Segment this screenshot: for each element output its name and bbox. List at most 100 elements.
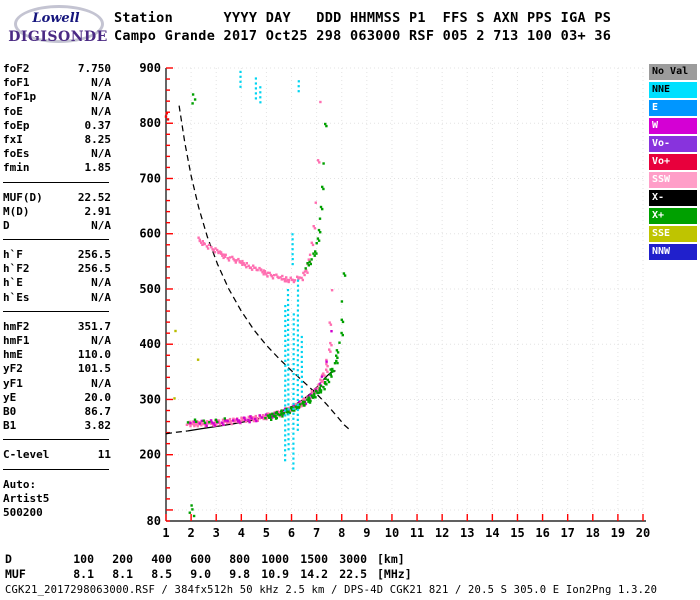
param-value: N/A xyxy=(91,76,111,90)
legend-item-x-: X- xyxy=(649,190,697,206)
table-cell: 800 xyxy=(229,552,250,566)
param-label: fmin xyxy=(3,161,30,175)
param-row: B1 3.82 xyxy=(3,419,111,433)
param-label: foEp xyxy=(3,118,30,132)
param-value: N/A xyxy=(91,104,111,118)
legend-item-sse: SSE xyxy=(649,226,697,242)
param-row: h`F2 256.5 xyxy=(3,262,111,276)
panel-separator xyxy=(3,181,109,183)
svg-text:18: 18 xyxy=(586,526,600,540)
table-cell: 3000 xyxy=(339,552,367,566)
param-label: C-level xyxy=(3,448,50,462)
param-value: 86.7 xyxy=(84,404,112,418)
svg-text:8: 8 xyxy=(338,526,345,540)
param-row: foE N/A xyxy=(3,105,111,119)
param-row: foF1 N/A xyxy=(3,76,111,90)
param-row: hmF2 351.7 xyxy=(3,320,111,334)
legend-item-e: E xyxy=(649,100,697,116)
logo-lowell-text: Lowell xyxy=(32,11,80,26)
header-values-line: Campo Grande 2017 Oct25 298 063000 RSF 0… xyxy=(114,28,612,44)
svg-text:1: 1 xyxy=(162,526,169,540)
logo-digisonde-text: DIGISONDE xyxy=(8,29,108,45)
svg-text:10: 10 xyxy=(385,526,399,540)
param-row: MUF(D) 22.52 xyxy=(3,191,111,205)
parameter-panel: foF2 7.750 foF1 N/A foF1p N/A foE N/A foEp 0.37 fx… xyxy=(3,62,111,520)
param-row: C-level 11 xyxy=(3,448,111,462)
panel-separator xyxy=(3,439,109,441)
param-row: foF2 7.750 xyxy=(3,62,111,76)
table-cell: 9.0 xyxy=(190,566,211,581)
param-row: hmF1 N/A xyxy=(3,334,111,348)
param-value: N/A xyxy=(91,276,111,290)
svg-text:700: 700 xyxy=(139,171,161,185)
legend: No Val NNE E W Vo- Vo+ SSW X- X+ SSE NNW xyxy=(649,64,697,262)
svg-text:12: 12 xyxy=(435,526,449,540)
row-label: D xyxy=(5,552,12,566)
table-cell: 8.1 xyxy=(112,566,133,581)
row-unit: [km] xyxy=(377,552,405,566)
param-row: foF1p N/A xyxy=(3,90,111,104)
table-cell: 9.8 xyxy=(229,566,250,581)
svg-text:19: 19 xyxy=(611,526,625,540)
param-value: N/A xyxy=(91,90,111,104)
svg-text:14: 14 xyxy=(485,526,499,540)
param-value: 11 xyxy=(97,448,111,462)
panel-separator xyxy=(3,468,109,470)
param-label: Auto: xyxy=(3,477,37,491)
param-row: foEs N/A xyxy=(3,147,111,161)
table-cell: 100 xyxy=(73,552,94,566)
param-value: 110.0 xyxy=(77,348,111,362)
param-row: fxI 8.25 xyxy=(3,133,111,147)
param-value: 0.37 xyxy=(84,118,112,132)
param-row: hmE 110.0 xyxy=(3,348,111,362)
param-label: yF1 xyxy=(3,376,23,390)
param-row: h`F 256.5 xyxy=(3,248,111,262)
param-value: 3.82 xyxy=(84,419,112,433)
station-header: Station YYYY DAY DDD HHMMSS P1 FFS S AXN… xyxy=(114,9,611,45)
param-value: 351.7 xyxy=(77,319,111,333)
param-label: h`Es xyxy=(3,290,30,304)
param-value: N/A xyxy=(91,147,111,161)
table-cell: 400 xyxy=(151,552,172,566)
param-label: Artist5 xyxy=(3,491,50,505)
table-cell: 10.9 xyxy=(261,566,289,581)
svg-text:4: 4 xyxy=(238,526,245,540)
svg-text:17: 17 xyxy=(560,526,574,540)
row-label: MUF xyxy=(5,566,26,581)
distance-row: D 100 200 400 600 800 1000 1500 3000 [km] xyxy=(5,552,412,567)
svg-text:15: 15 xyxy=(510,526,524,540)
param-row: M(D) 2.91 xyxy=(3,205,111,219)
param-label: D xyxy=(3,218,10,232)
svg-text:2: 2 xyxy=(187,526,194,540)
svg-text:200: 200 xyxy=(139,448,161,462)
svg-text:800: 800 xyxy=(139,116,161,130)
lowell-digisonde-logo: Lowell DIGISONDE xyxy=(4,2,112,56)
param-label: hmE xyxy=(3,348,23,362)
table-cell: 14.2 xyxy=(300,566,328,581)
panel-separator xyxy=(3,310,109,312)
param-value: 2.91 xyxy=(84,204,112,218)
legend-item-nnw: NNW xyxy=(649,244,697,260)
table-cell: 8.1 xyxy=(73,566,94,581)
param-label: yE xyxy=(3,390,17,404)
legend-item-no-val: No Val xyxy=(649,64,697,80)
svg-text:300: 300 xyxy=(139,392,161,406)
svg-text:20: 20 xyxy=(636,526,650,540)
param-value: 1.85 xyxy=(84,161,112,175)
table-cell: 22.5 xyxy=(339,566,367,581)
param-label: h`F xyxy=(3,248,23,262)
param-label: foF1 xyxy=(3,76,30,90)
param-row: foEp 0.37 xyxy=(3,119,111,133)
param-row: Auto: xyxy=(3,478,111,492)
param-row: D N/A xyxy=(3,219,111,233)
param-row: 500200 xyxy=(3,506,111,520)
param-label: foF1p xyxy=(3,90,37,104)
param-label: MUF(D) xyxy=(3,190,43,204)
svg-text:900: 900 xyxy=(139,61,161,75)
param-label: yF2 xyxy=(3,362,23,376)
param-row: yE 20.0 xyxy=(3,391,111,405)
legend-item-vo+: Vo+ xyxy=(649,154,697,170)
svg-text:9: 9 xyxy=(363,526,370,540)
